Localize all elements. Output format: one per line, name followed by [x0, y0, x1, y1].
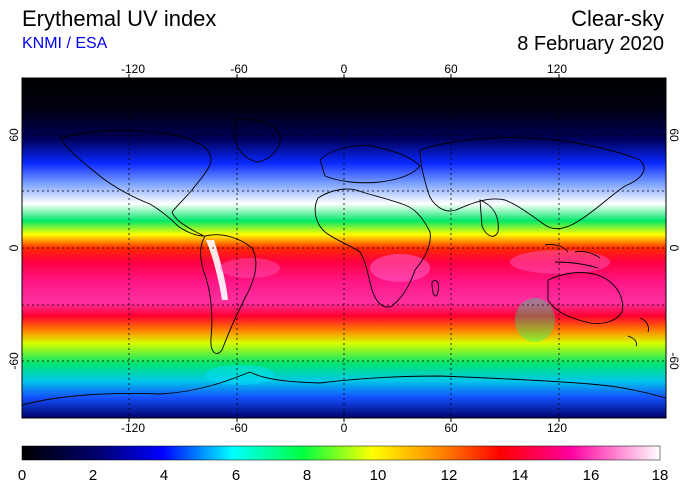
lat-label: 60 — [7, 128, 21, 142]
colorbar-tick-label: 10 — [370, 467, 387, 484]
lon-label: 60 — [444, 421, 458, 435]
lon-label: 0 — [341, 62, 348, 76]
colorbar-tick-label: 8 — [303, 467, 311, 484]
lon-label: -60 — [230, 421, 248, 435]
lon-label: -120 — [121, 421, 145, 435]
colorbar-tick-label: 18 — [652, 467, 669, 484]
sky-mode-label: Clear-sky — [571, 6, 664, 31]
map-ticks — [128, 74, 560, 422]
lon-label: 60 — [444, 62, 458, 76]
coastlines — [22, 119, 666, 406]
lat-label: -60 — [667, 352, 681, 370]
date-label: 8 February 2020 — [517, 33, 664, 55]
lat-labels-right: 60 0 -60 — [667, 128, 681, 370]
lon-labels-top: -120 -60 0 60 120 — [121, 62, 567, 76]
uv-field-features — [205, 240, 610, 385]
colorbar-tick-label: 16 — [583, 467, 600, 484]
graticule — [22, 78, 666, 418]
lon-label: -60 — [230, 62, 248, 76]
colorbar-tick-label: 4 — [160, 467, 168, 484]
lon-label: 0 — [341, 421, 348, 435]
lon-labels-bottom: -120 -60 0 60 120 — [121, 421, 567, 435]
colorbar-tick-label: 2 — [89, 467, 97, 484]
colorbar-tick-label: 14 — [512, 467, 529, 484]
lon-label: -120 — [121, 62, 145, 76]
lat-label: 0 — [7, 244, 21, 251]
colorbar-tick-label: 0 — [18, 467, 26, 484]
colorbar — [21, 445, 661, 461]
data-source-label: KNMI / ESA — [22, 35, 108, 52]
colorbar-tick-label: 6 — [232, 467, 240, 484]
lat-label: 0 — [667, 245, 681, 252]
lat-labels-left: 60 0 -60 — [7, 128, 21, 370]
lon-label: 120 — [547, 421, 567, 435]
lat-label: 60 — [667, 128, 681, 142]
colorbar-labels: 0 2 4 6 8 10 12 14 16 18 — [18, 467, 669, 484]
map-title: Erythemal UV index — [22, 6, 217, 31]
lon-label: 120 — [547, 62, 567, 76]
lat-label: -60 — [7, 352, 21, 370]
colorbar-tick-label: 12 — [441, 467, 458, 484]
